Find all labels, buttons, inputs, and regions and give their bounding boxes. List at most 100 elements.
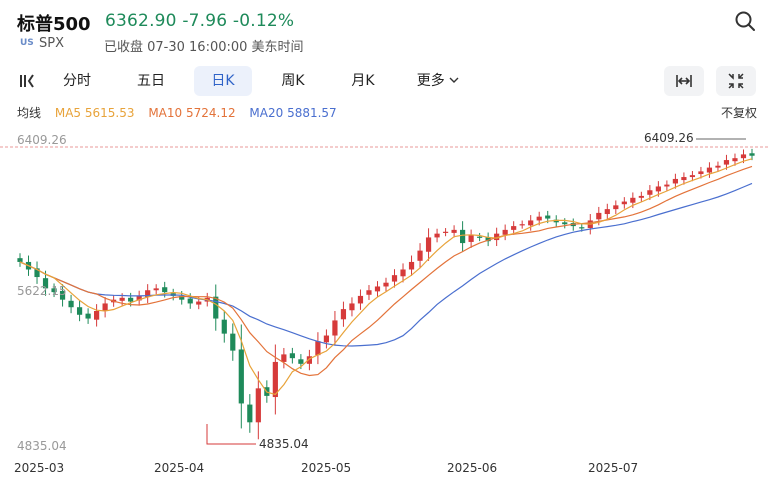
ma10-value: MA10 5724.12 [148, 106, 236, 120]
candle-body [442, 231, 449, 233]
candle-body [306, 356, 312, 364]
expand-horizontal-icon [676, 75, 692, 87]
candle-body [511, 226, 517, 230]
candle-body [153, 288, 159, 291]
candle-body [630, 197, 636, 203]
tab-five-day[interactable]: 五日 [137, 73, 165, 89]
candle-body [621, 201, 627, 205]
candle-body [196, 301, 202, 305]
candle-body [528, 220, 534, 226]
candle-body [289, 353, 295, 359]
search-button[interactable] [734, 10, 756, 32]
candle-body [59, 291, 66, 300]
candle-body [255, 388, 261, 423]
candle-body [689, 175, 696, 178]
market-status: 已收盘 07-30 16:00:00 美东时间 [104, 40, 304, 55]
candle-body [434, 233, 440, 238]
candle-body [247, 404, 253, 423]
tab-monthly-k[interactable]: 月K [351, 73, 375, 89]
collapse-sidebar-button[interactable] [14, 66, 40, 96]
candle-body [647, 190, 653, 195]
ma5-line [19, 158, 753, 396]
candle-body [408, 261, 415, 270]
candle-body [357, 295, 364, 304]
candle-body [553, 219, 559, 223]
candle-body [468, 235, 474, 242]
ma-legend: 均线 MA5 5615.53 MA10 5724.12 MA20 5881.57 [17, 104, 347, 121]
candle-body [425, 237, 432, 252]
candle-body [34, 268, 40, 278]
candle-body [417, 250, 423, 261]
collapse-arrows-icon [728, 73, 744, 89]
x-tick-label-4: 2025-07 [588, 461, 638, 475]
x-tick-label-3: 2025-06 [447, 461, 497, 475]
candle-body [706, 167, 713, 173]
candle-body [655, 186, 661, 192]
ma20-value: MA20 5881.57 [249, 106, 337, 120]
x-tick-label-0: 2025-03 [14, 461, 64, 475]
candle-body [460, 229, 466, 244]
price-change-percent: -0.12% [232, 11, 295, 31]
candle-body [162, 287, 168, 293]
tab-daily-k[interactable]: 日K [194, 66, 252, 96]
candle-body [102, 303, 108, 311]
candle-body [145, 290, 151, 298]
x-tick-label-2: 2025-05 [301, 461, 351, 475]
candle-body [298, 359, 304, 364]
candle-body [749, 153, 755, 156]
candle-body [477, 236, 483, 238]
candle-body [579, 227, 585, 229]
candle-body [391, 275, 398, 282]
candle-body [604, 209, 610, 215]
candle-body [94, 310, 100, 320]
candle-body [502, 229, 508, 235]
adjustment-selector[interactable]: 不复权 [720, 106, 757, 120]
candle-body [179, 295, 185, 300]
market-region-badge: US [20, 38, 34, 48]
candle-body [732, 158, 738, 162]
candle-body [536, 216, 542, 221]
fit-width-button[interactable] [664, 66, 704, 96]
candle-body [664, 184, 670, 187]
fullscreen-button[interactable] [716, 66, 756, 96]
candle-body [238, 349, 244, 404]
candle-body [76, 307, 83, 315]
candle-body [383, 282, 389, 287]
candles-group [17, 148, 755, 440]
candle-body [723, 160, 730, 165]
tab-intraday[interactable]: 分时 [63, 73, 91, 89]
candle-body [485, 237, 491, 242]
candle-body [562, 222, 568, 225]
ma5-value: MA5 5615.53 [54, 106, 135, 120]
tab-more-label: 更多 [416, 73, 445, 89]
candle-body [42, 278, 49, 289]
candle-body [17, 258, 23, 262]
candle-body [715, 165, 721, 168]
candle-body [323, 335, 330, 343]
y-tick-label-low: 4835.04 [17, 439, 67, 453]
candle-body [68, 300, 74, 308]
ma10-line [19, 165, 753, 377]
candlestick-chart[interactable]: 6409.26 5622.15 4835.04 6409.26 4835.04 … [0, 120, 770, 480]
ma-label: 均线 [17, 106, 42, 120]
candle-body [230, 333, 236, 351]
candle-body [374, 286, 381, 292]
candle-body [519, 224, 525, 226]
candle-body [596, 212, 602, 220]
tab-more[interactable]: 更多 [410, 66, 466, 96]
price-quote: 6362.90 -7.96 -0.12% [105, 11, 294, 31]
candle-body [315, 341, 321, 356]
candle-body [613, 205, 619, 210]
last-price: 6362.90 [105, 11, 177, 31]
search-icon [735, 11, 755, 31]
candle-body [85, 313, 91, 319]
candle-body [213, 296, 219, 319]
candle-body [740, 154, 747, 159]
candle-body [221, 319, 227, 334]
y-tick-label-high: 6409.26 [17, 133, 67, 147]
candle-body [119, 297, 125, 301]
tab-weekly-k[interactable]: 周K [281, 73, 305, 89]
candle-body [349, 303, 355, 311]
candle-body [545, 215, 551, 219]
candle-body [340, 309, 347, 320]
